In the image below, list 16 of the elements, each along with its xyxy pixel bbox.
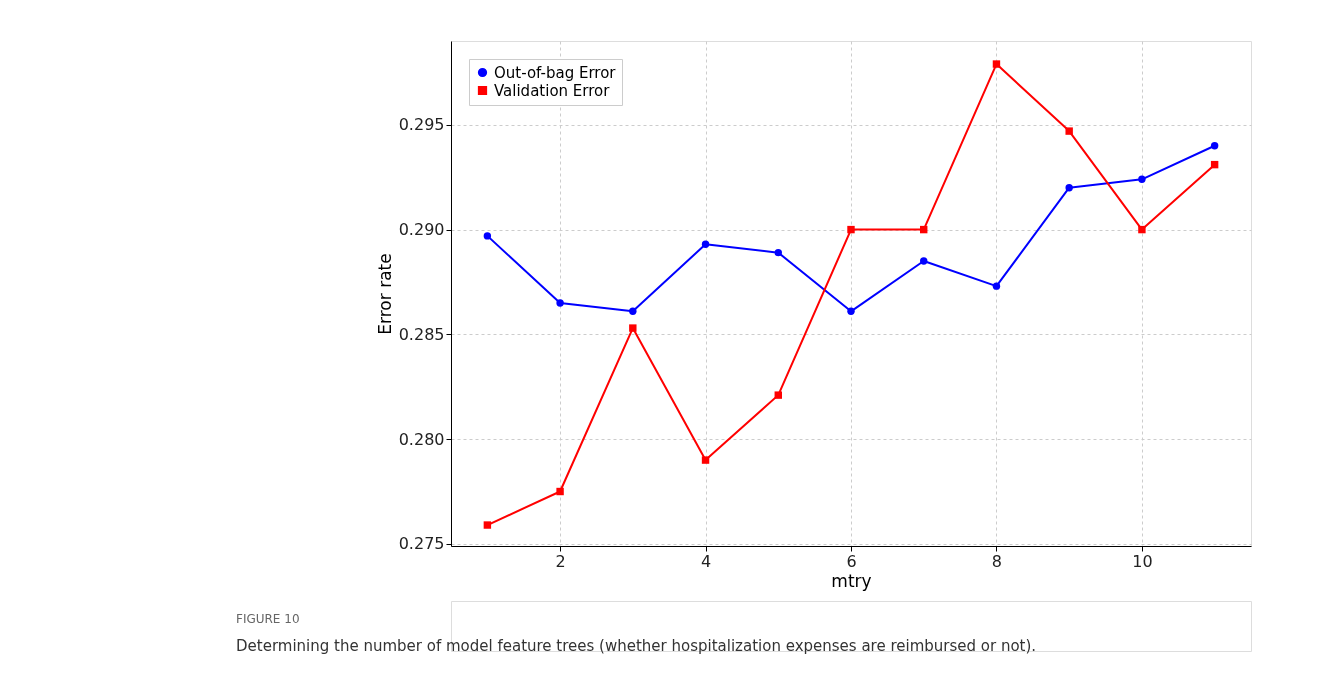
x-axis-title: mtry bbox=[831, 570, 872, 591]
y-tick-label: 0.275 bbox=[398, 534, 445, 554]
x-tick-label: 8 bbox=[991, 551, 1003, 571]
y-tick-label: 0.280 bbox=[398, 429, 445, 449]
y-tick-label: 0.290 bbox=[398, 220, 445, 240]
x-tick-label: 10 bbox=[1132, 551, 1153, 571]
legend-label: Validation Error bbox=[494, 81, 611, 100]
x-tick-label: 6 bbox=[846, 551, 857, 571]
y-tick-label: 0.295 bbox=[398, 115, 445, 135]
x-tick-label: 4 bbox=[700, 551, 712, 571]
y-axis-title: Error rate bbox=[374, 253, 395, 335]
x-tick-label: 2 bbox=[555, 551, 566, 571]
caption: FIGURE 10 bbox=[236, 611, 300, 626]
y-tick-label: 0.285 bbox=[398, 324, 445, 344]
legend-label: Out-of-bag Error bbox=[494, 63, 617, 82]
text: Determining the number of model feature trees (whether hospitalization expenses are reimbursed or not). bbox=[236, 636, 1037, 655]
